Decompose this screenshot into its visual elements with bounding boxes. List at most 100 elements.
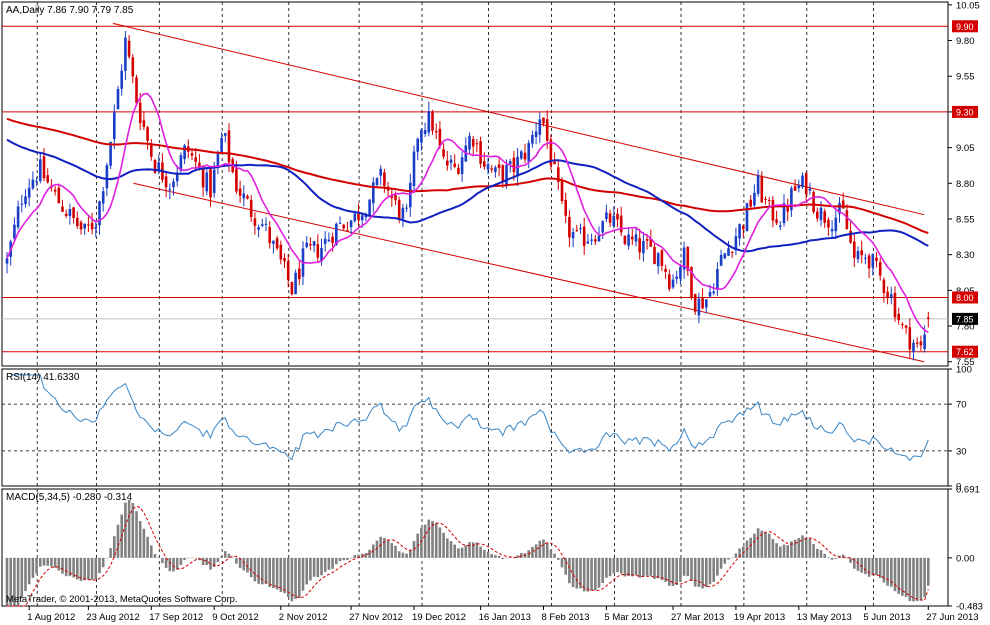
macd-bar bbox=[405, 553, 408, 558]
candle-body bbox=[575, 230, 579, 232]
macd-bar bbox=[216, 557, 220, 563]
level-price-tag-label: 8.00 bbox=[956, 293, 974, 303]
macd-bar bbox=[542, 539, 545, 558]
candle-body bbox=[375, 178, 379, 185]
macd-bar bbox=[116, 524, 120, 558]
macd-bar bbox=[64, 557, 68, 577]
candle-body bbox=[238, 188, 242, 196]
macd-bar bbox=[379, 536, 382, 558]
macd-bar bbox=[390, 543, 394, 558]
macd-bar bbox=[590, 557, 593, 591]
macd-bar bbox=[856, 557, 860, 571]
macd-bar bbox=[690, 557, 693, 582]
macd-bar bbox=[608, 557, 612, 577]
rsi-pane-frame bbox=[1, 368, 949, 487]
macd-bar bbox=[775, 543, 778, 558]
candle-body bbox=[64, 213, 68, 216]
price-axis-label: 9.05 bbox=[956, 143, 975, 154]
candle-body bbox=[893, 292, 897, 318]
macd-bar bbox=[460, 547, 464, 558]
candle-body bbox=[656, 253, 660, 267]
current-price-tag bbox=[952, 312, 978, 325]
macd-bar bbox=[187, 557, 190, 559]
candle-body bbox=[660, 250, 664, 266]
macd-bar bbox=[261, 557, 264, 585]
macd-bar bbox=[653, 557, 656, 579]
macd-bar bbox=[161, 557, 164, 564]
macd-bar bbox=[890, 557, 893, 587]
macd-bar bbox=[286, 557, 290, 597]
candle-body bbox=[316, 244, 320, 258]
macd-bar bbox=[327, 557, 331, 570]
macd-bar bbox=[175, 557, 179, 570]
macd-bar bbox=[342, 557, 345, 561]
macd-bar bbox=[568, 557, 571, 584]
macd-bar bbox=[142, 528, 146, 558]
macd-bar bbox=[730, 557, 734, 559]
price-axis-label: 8.05 bbox=[956, 286, 975, 297]
time-axis-label: 1 Aug 2012 bbox=[27, 612, 75, 623]
macd-bar bbox=[697, 557, 701, 587]
level-price-tag bbox=[952, 105, 978, 118]
macd-pane-header: MACD(5,34,5) -0.280 -0.314 bbox=[6, 492, 133, 503]
price-axis-label: 10.05 bbox=[956, 0, 980, 11]
candle-body bbox=[675, 276, 678, 279]
candle-body bbox=[571, 232, 575, 239]
candle-body bbox=[309, 243, 312, 246]
macd-bar bbox=[483, 549, 486, 558]
candle-body bbox=[897, 313, 900, 321]
candle-body bbox=[727, 248, 730, 256]
macd-bar bbox=[779, 546, 782, 558]
macd-bar bbox=[520, 553, 523, 558]
candle-body bbox=[113, 112, 116, 140]
candle-body bbox=[771, 199, 775, 221]
macd-bar bbox=[5, 557, 9, 606]
macd-bar bbox=[76, 557, 79, 580]
macd-bar bbox=[841, 554, 845, 558]
candle-body bbox=[849, 230, 852, 243]
candle-body bbox=[486, 164, 490, 170]
macd-bar bbox=[275, 557, 279, 590]
candle-body bbox=[335, 223, 338, 246]
candle-body bbox=[442, 149, 445, 157]
candle-body bbox=[423, 130, 427, 134]
level-price-tag bbox=[952, 345, 978, 358]
macd-bar bbox=[819, 550, 823, 558]
candle-body bbox=[812, 191, 815, 212]
candle-body bbox=[72, 207, 75, 218]
price-axis-label: 8.30 bbox=[956, 250, 975, 261]
macd-bar bbox=[24, 557, 27, 592]
price-axis-label: 9.55 bbox=[956, 72, 975, 83]
macd-bar bbox=[708, 557, 712, 585]
candle-body bbox=[631, 236, 634, 240]
macd-bar bbox=[871, 557, 875, 576]
candle-body bbox=[290, 282, 294, 295]
candle-body bbox=[475, 143, 479, 145]
candle-body bbox=[264, 223, 268, 225]
macd-bar bbox=[582, 557, 586, 592]
candle-body bbox=[927, 317, 930, 319]
macd-bar bbox=[560, 557, 564, 568]
candle-body bbox=[153, 159, 157, 173]
macd-bar bbox=[579, 557, 582, 589]
candle-body bbox=[579, 228, 582, 230]
macd-bar bbox=[172, 557, 175, 572]
macd-bar bbox=[201, 557, 205, 565]
macd-bar bbox=[205, 557, 209, 566]
candle-body bbox=[198, 162, 201, 168]
candle-body bbox=[68, 208, 72, 217]
candle-body bbox=[453, 163, 456, 167]
macd-bar bbox=[486, 551, 490, 558]
macd-bar bbox=[553, 553, 556, 558]
candle-body bbox=[860, 250, 863, 256]
candle-body bbox=[723, 253, 727, 259]
candle-body bbox=[235, 168, 238, 192]
macd-bar bbox=[649, 557, 653, 576]
macd-bar bbox=[16, 557, 20, 606]
candle-body bbox=[878, 262, 882, 276]
macd-bar bbox=[35, 557, 38, 574]
candle-body bbox=[405, 207, 408, 209]
candle-body bbox=[638, 238, 641, 253]
candle-body bbox=[671, 279, 675, 288]
candle-body bbox=[823, 211, 826, 223]
